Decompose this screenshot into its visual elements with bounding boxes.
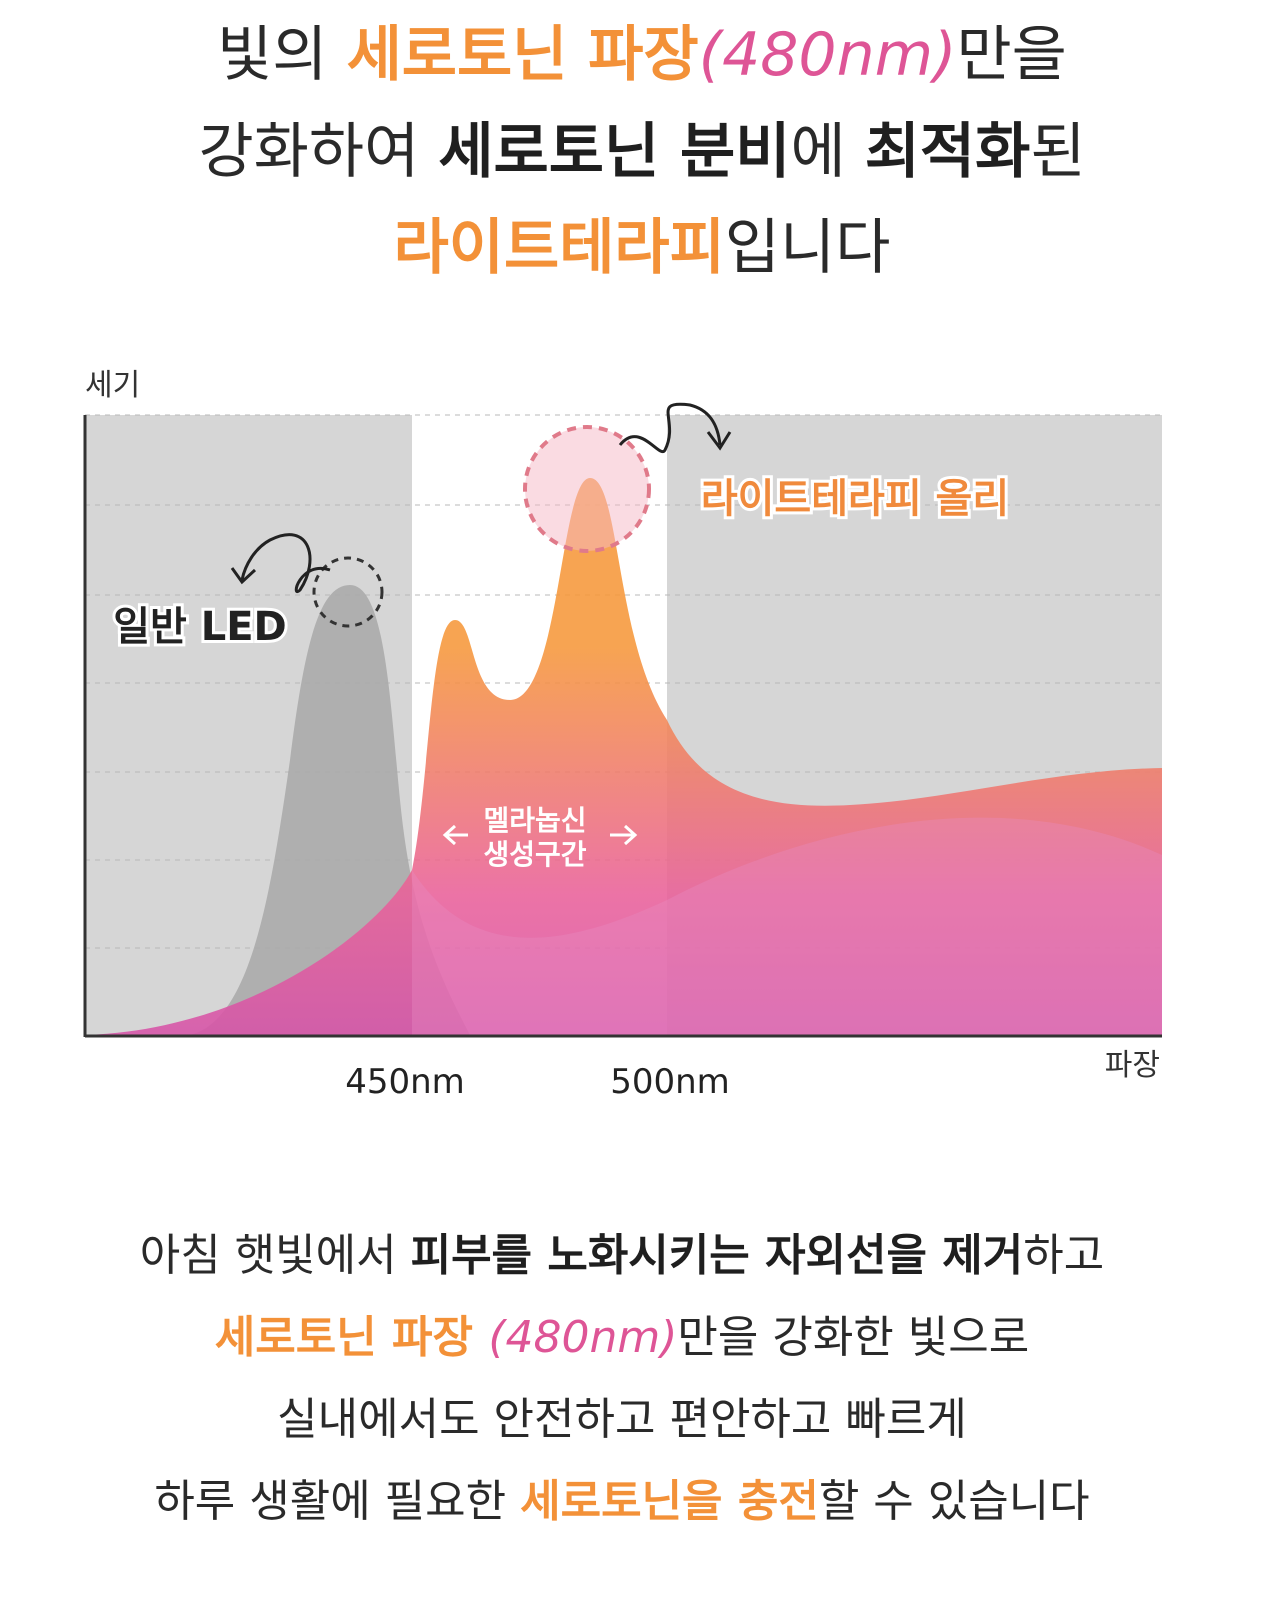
headline-line: 빛의 세로토닌 파장(480nm)만을 — [217, 20, 1067, 90]
text: 세로토닌 파장 — [215, 1312, 489, 1363]
text: 된 — [1030, 117, 1085, 187]
product-curve — [85, 478, 1162, 1035]
text: 하루 생활에 필요한 — [154, 1476, 520, 1527]
text: 만을 — [956, 20, 1066, 90]
highlight — [312, 556, 384, 628]
text: 강화하여 — [198, 117, 438, 187]
spectrum-diagram: 세기 파장 450nm 500nm 일반 LED 라이트테라피 올리 멜라놉신 … — [83, 368, 1162, 1102]
text: 에 — [790, 117, 864, 187]
body-line: 세로토닌 파장 (480nm)만을 강화한 빛으로 — [215, 1312, 1029, 1363]
y-axis-label: 세기 — [85, 368, 140, 403]
body-line: 아침 햇빛에서 피부를 노화시키는 자외선을 제거하고 — [140, 1230, 1105, 1281]
arrow — [230, 533, 331, 594]
text: 아침 햇빛에서 — [140, 1230, 411, 1281]
body-text: 아침 햇빛에서 피부를 노화시키는 자외선을 제거하고 세로토닌 파장 (480… — [140, 1230, 1105, 1527]
text: 세로토닌 파장 — [347, 20, 699, 90]
arrow — [618, 402, 732, 454]
zone-label: 생성구간 — [483, 838, 586, 871]
text: 세로토닌 분비 — [438, 117, 790, 187]
text: 하고 — [1023, 1230, 1104, 1281]
text: 입니다 — [725, 213, 891, 283]
zone-arrows — [442, 824, 638, 846]
text: 실내에서도 안전하고 편안하고 빠르게 — [277, 1394, 967, 1445]
zone-label: 멜라놉신 — [483, 804, 586, 837]
text: 피부를 노화시키는 자외선을 제거 — [411, 1230, 1024, 1281]
headline: 빛의 세로토닌 파장(480nm)만을 강화하여 세로토닌 분비에 최적화된 라… — [198, 20, 1085, 283]
x-tick-label: 450nm — [345, 1062, 465, 1102]
headline-line: 강화하여 세로토닌 분비에 최적화된 — [198, 117, 1085, 187]
text: 세로토닌을 충전 — [520, 1476, 819, 1527]
text: (480nm) — [699, 20, 957, 90]
overlay — [412, 817, 1162, 1035]
x-axis-label: 파장 — [1105, 1048, 1160, 1083]
text: 할 수 있습니다 — [819, 1476, 1090, 1527]
product-label: 라이트테라피 올리 — [701, 476, 1009, 522]
text: 만을 강화한 빛으로 — [677, 1312, 1029, 1363]
body-line: 하루 생활에 필요한 세로토닌을 충전할 수 있습니다 — [154, 1476, 1089, 1527]
text: 최적화 — [865, 117, 1031, 187]
text: 빛의 — [217, 20, 346, 90]
x-tick-label: 500nm — [610, 1062, 730, 1102]
headline-line: 라이트테라피입니다 — [394, 213, 891, 283]
text: (480nm) — [488, 1312, 677, 1363]
led-label: 일반 LED — [113, 604, 287, 650]
body-line: 실내에서도 안전하고 편안하고 빠르게 — [277, 1394, 967, 1445]
text: 라이트테라피 — [394, 213, 725, 283]
highlight — [523, 425, 651, 553]
